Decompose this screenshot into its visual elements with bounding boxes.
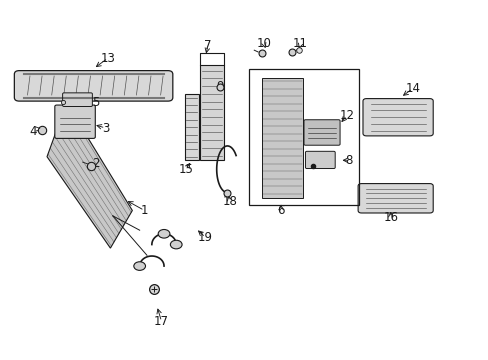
FancyBboxPatch shape	[14, 71, 172, 101]
Text: 18: 18	[222, 195, 237, 208]
FancyBboxPatch shape	[362, 99, 432, 136]
Circle shape	[158, 229, 169, 238]
Text: 11: 11	[292, 37, 307, 50]
Circle shape	[134, 262, 145, 270]
Text: 1: 1	[141, 204, 148, 217]
Bar	[261, 78, 303, 198]
FancyBboxPatch shape	[55, 105, 95, 138]
Text: 15: 15	[178, 163, 193, 176]
FancyBboxPatch shape	[304, 120, 339, 145]
Text: 13: 13	[101, 51, 115, 64]
Circle shape	[170, 240, 182, 249]
Text: 19: 19	[198, 231, 213, 244]
Text: 6: 6	[277, 204, 284, 217]
FancyBboxPatch shape	[305, 151, 334, 168]
Text: 17: 17	[154, 315, 169, 328]
FancyBboxPatch shape	[357, 184, 432, 213]
Text: 16: 16	[383, 211, 397, 224]
Text: 7: 7	[204, 39, 211, 52]
Text: 10: 10	[256, 37, 271, 50]
Bar	[184, 94, 198, 160]
Text: 12: 12	[339, 109, 354, 122]
FancyBboxPatch shape	[62, 93, 92, 107]
Text: 5: 5	[92, 96, 99, 109]
Bar	[249, 69, 358, 205]
Bar	[199, 65, 224, 160]
Text: 8: 8	[345, 154, 352, 167]
Polygon shape	[47, 103, 132, 248]
Text: 3: 3	[102, 122, 109, 135]
Text: 2: 2	[92, 157, 100, 170]
Text: 14: 14	[405, 82, 419, 95]
Text: 4: 4	[30, 125, 37, 138]
Text: 9: 9	[216, 80, 224, 93]
